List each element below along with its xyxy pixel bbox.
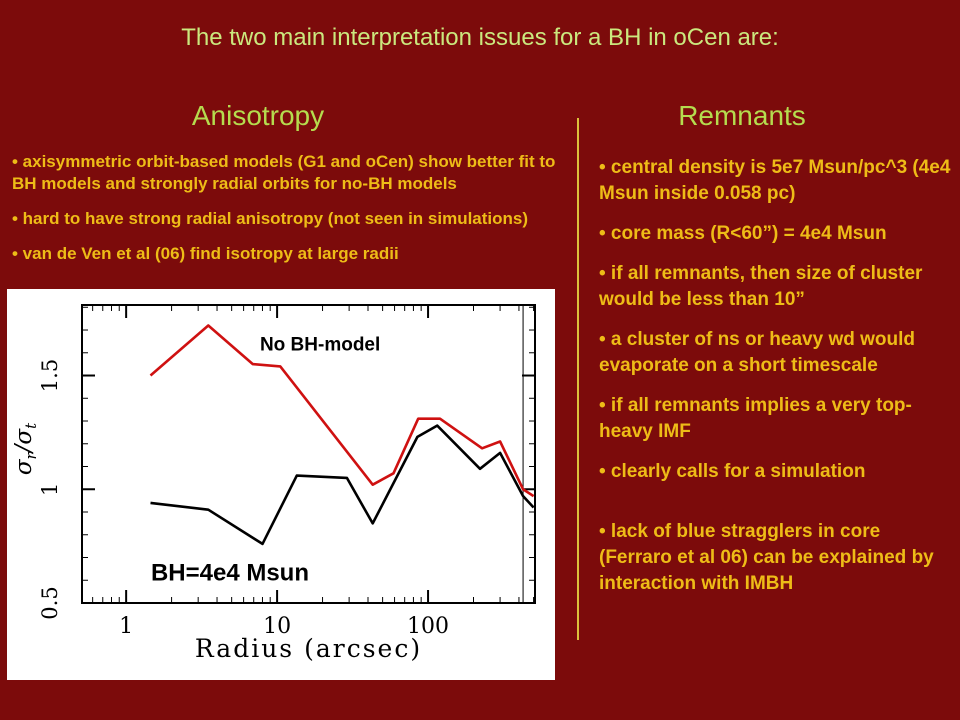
sigma-ratio-vs-radius-chart: 1 10 100 0.5 1 1.5 No BH-model BH=4e4 Msun Radiu… bbox=[11, 304, 536, 663]
left-column-header: Anisotropy bbox=[191, 100, 325, 131]
series-no-bh-model bbox=[149, 324, 535, 498]
remnants-bullet-list-lower: • lack of blue stragglers in core (Ferra… bbox=[599, 519, 951, 597]
right-column-header: Remnants bbox=[678, 100, 806, 131]
x-tick-label: 10 bbox=[263, 614, 291, 639]
bullet-item: • a cluster of ns or heavy wd would evap… bbox=[599, 329, 915, 376]
bullet-item: • central density is 5e7 Msun/pc^3 (4e4 … bbox=[599, 157, 951, 204]
plot-annotation: BH=4e4 Msun bbox=[151, 559, 309, 586]
anisotropy-bullet-list: • axisymmetric orbit-based models (G1 an… bbox=[12, 151, 568, 278]
anisotropy-plot-panel: 1 10 100 0.5 1 1.5 No BH-model BH=4e4 Msun Radiu… bbox=[7, 289, 555, 680]
series-bh-4e4-msun bbox=[150, 424, 535, 546]
plot-annotation: No BH-model bbox=[260, 334, 380, 355]
slide-title: The two main interpretation issues for a… bbox=[181, 24, 779, 51]
bullet-item: • clearly calls for a simulation bbox=[599, 461, 866, 482]
x-tick-label: 100 bbox=[407, 614, 449, 639]
remnants-bullet-list: • central density is 5e7 Msun/pc^3 (4e4 … bbox=[599, 155, 951, 499]
bullet-item: • lack of blue stragglers in core (Ferra… bbox=[599, 521, 934, 594]
bullet-item: • if all remnants, then size of cluster … bbox=[599, 263, 923, 310]
y-axis-label: σr/σt bbox=[11, 422, 40, 475]
y-tick-label: 1 bbox=[38, 483, 62, 496]
column-divider-line bbox=[577, 118, 579, 640]
bullet-item: • van de Ven et al (06) find isotropy at… bbox=[12, 244, 399, 263]
y-tick-label: 0.5 bbox=[38, 586, 62, 619]
x-tick-label: 1 bbox=[119, 614, 133, 639]
y-tick-label: 1.5 bbox=[38, 359, 62, 392]
bullet-item: • axisymmetric orbit-based models (G1 an… bbox=[12, 152, 556, 193]
bullet-item: • if all remnants implies a very top-hea… bbox=[599, 395, 912, 442]
axes-frame bbox=[81, 304, 536, 604]
bullet-item: • hard to have strong radial anisotropy … bbox=[12, 209, 529, 228]
x-axis-label: Radius (arcsec) bbox=[195, 634, 422, 663]
bullet-item: • core mass (R<60”) = 4e4 Msun bbox=[599, 223, 887, 244]
remnants-lower-group: • lack of blue stragglers in core (Ferra… bbox=[599, 519, 951, 611]
